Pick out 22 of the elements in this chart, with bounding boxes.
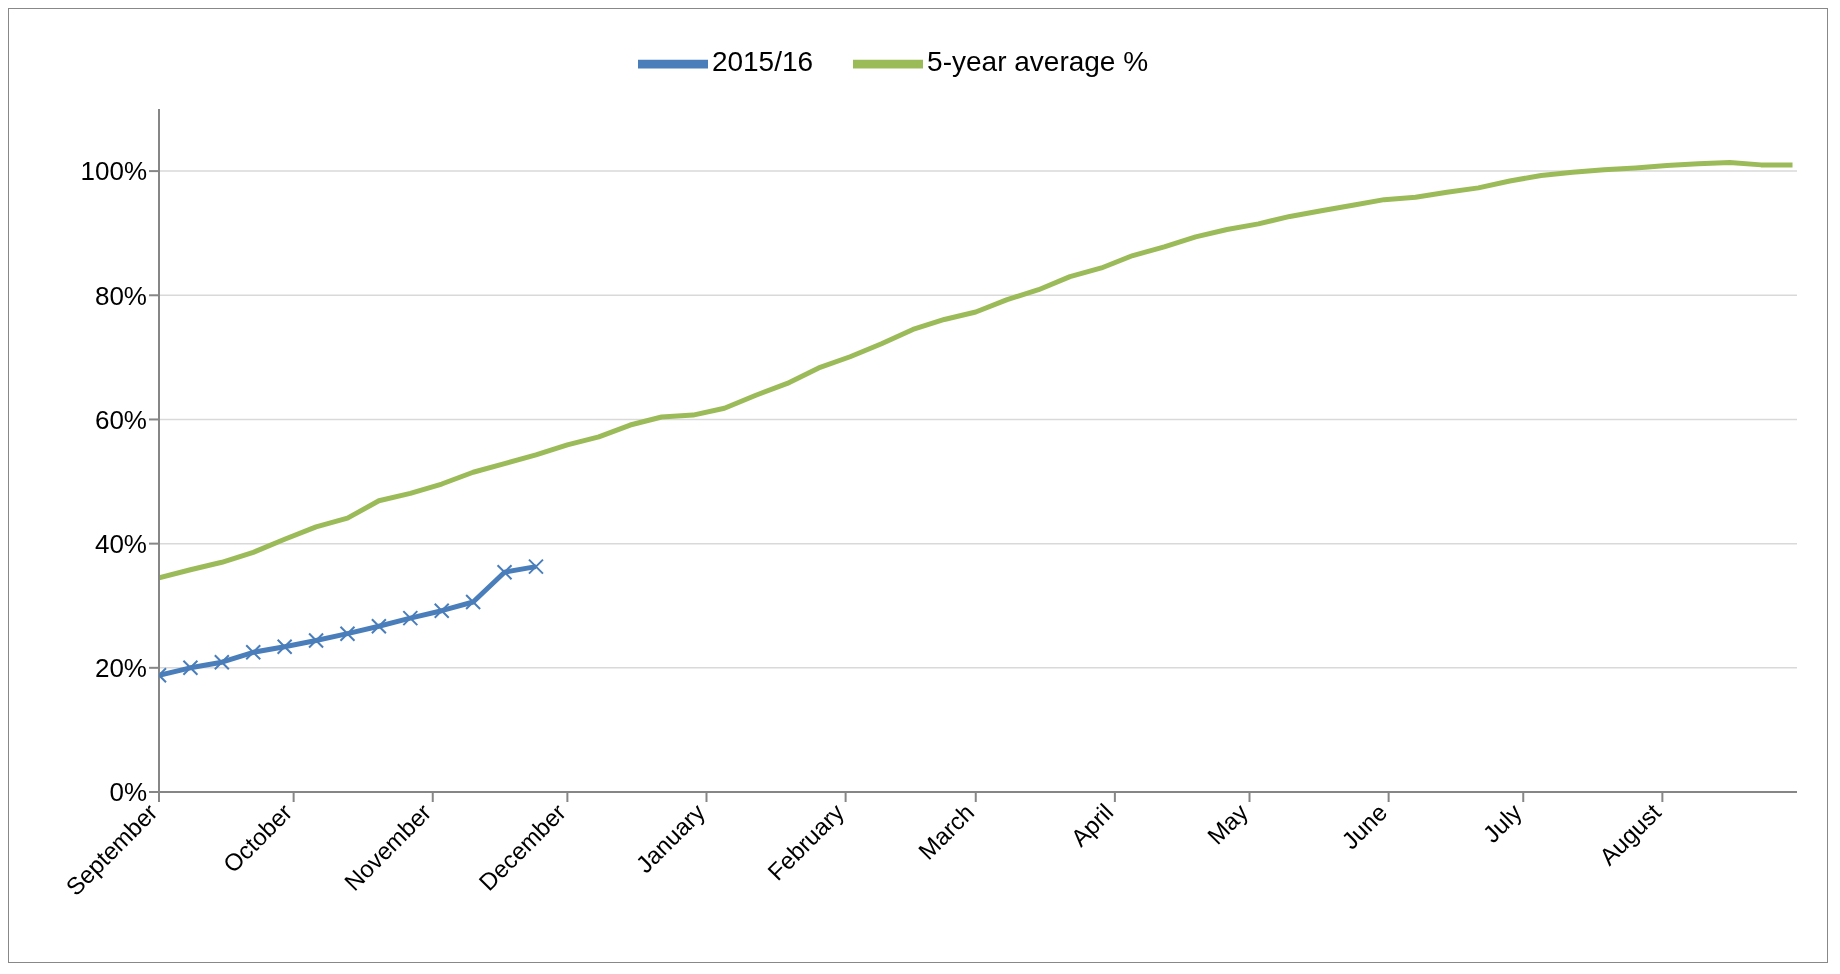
point [433, 602, 450, 619]
y-tick-label: 80% [94, 280, 147, 311]
point [276, 638, 293, 655]
legend-label: 5-year average % [927, 46, 1149, 78]
point [213, 654, 230, 671]
x-tick-label: July [1477, 798, 1527, 848]
point [527, 558, 544, 575]
y-tick-label: 40% [94, 528, 147, 559]
point [245, 644, 262, 661]
legend-label: 2015/16 [711, 46, 814, 78]
x-tick-label: May [1201, 798, 1254, 850]
y-tick-label: 100% [80, 156, 147, 187]
point [308, 632, 325, 649]
y-tick-label: 60% [94, 404, 147, 435]
point [339, 625, 356, 642]
point [465, 594, 482, 610]
y-tick-label: 20% [94, 653, 147, 684]
point [402, 610, 419, 627]
point [182, 659, 199, 676]
point [496, 564, 513, 581]
y-tick-label: 0% [109, 777, 147, 808]
point [370, 618, 387, 635]
